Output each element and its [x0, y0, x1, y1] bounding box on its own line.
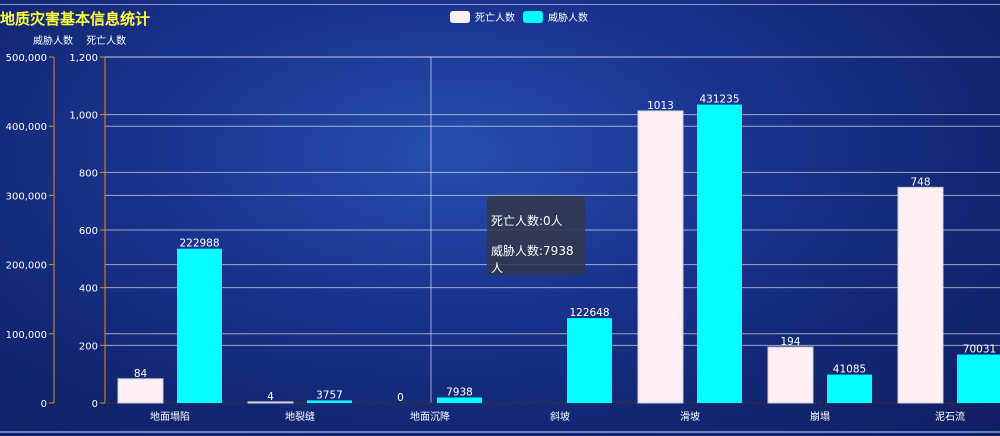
- y-tick-label-inner: 1,200: [69, 53, 98, 64]
- data-label: 3757: [316, 389, 343, 401]
- data-label: 748: [910, 176, 930, 188]
- tooltip: 死亡人数:0人 威胁人数:7938人: [487, 196, 585, 275]
- chart-title: 地质灾害基本信息统计: [0, 10, 151, 28]
- data-label: 431235: [699, 94, 739, 106]
- bar-threatened: [957, 354, 1000, 403]
- bar-threatened: [697, 104, 742, 403]
- y-tick-label-inner: 0: [92, 399, 98, 410]
- x-tick-label: 地面塌陷: [150, 410, 190, 423]
- bar-deaths: [247, 401, 294, 404]
- x-tick-label: 斜坡: [550, 410, 570, 423]
- data-label: 194: [780, 336, 800, 348]
- y-tick-label-inner: 1,000: [69, 111, 98, 122]
- bar-threatened: [567, 318, 612, 403]
- data-label: 4: [267, 391, 274, 403]
- y-axis-inner-name: 死亡人数: [86, 36, 127, 47]
- data-label: 41085: [833, 364, 866, 376]
- data-label: 84: [134, 368, 148, 380]
- x-tick-label: 泥石流: [935, 410, 965, 423]
- y-tick-label-inner: 600: [79, 226, 98, 237]
- data-label: 0: [397, 392, 404, 404]
- frame-top-border: [0, 4, 1000, 5]
- data-label: 222988: [179, 238, 219, 250]
- x-tick-label: 滑坡: [680, 410, 700, 423]
- legend-label: 死亡人数: [475, 13, 515, 24]
- y-tick-label-inner: 800: [79, 168, 98, 179]
- bar-deaths: [767, 346, 814, 404]
- legend-item-deaths[interactable]: 死亡人数: [450, 9, 515, 24]
- legend-item-threatened[interactable]: 威胁人数: [523, 9, 588, 24]
- x-tick-label: 崩塌: [810, 410, 830, 423]
- y-tick-label-inner: 200: [79, 341, 98, 352]
- legend: 死亡人数 威胁人数: [450, 9, 588, 24]
- data-label: 1013: [647, 100, 674, 112]
- bar-threatened: [827, 374, 872, 403]
- bar-deaths: [637, 110, 684, 404]
- bar-threatened: [177, 248, 222, 403]
- y-tick-label-outer: 500,000: [6, 53, 47, 64]
- y-axis-names: 威胁人数 死亡人数: [33, 32, 136, 47]
- y-axis-outer-name: 威胁人数: [33, 36, 73, 47]
- tooltip-line-threatened: 威胁人数:7938人: [491, 244, 574, 275]
- y-tick-label-outer: 200,000: [6, 261, 47, 272]
- bar-deaths: [897, 186, 944, 404]
- bar-threatened: [437, 397, 482, 403]
- y-tick-label-inner: 400: [79, 284, 98, 295]
- legend-label: 威胁人数: [548, 13, 588, 24]
- y-tick-label-outer: 300,000: [6, 191, 47, 202]
- y-tick-label-outer: 0: [41, 399, 47, 410]
- frame-bottom-border: [0, 431, 1000, 433]
- y-tick-label-outer: 100,000: [6, 330, 47, 341]
- data-label: 122648: [569, 307, 609, 319]
- x-tick-label: 地面沉降: [410, 410, 450, 423]
- bar-threatened: [307, 400, 352, 403]
- y-tick-label-outer: 400,000: [6, 122, 47, 133]
- legend-swatch-deaths: [450, 10, 470, 23]
- tooltip-line-deaths: 死亡人数:0人: [491, 214, 563, 228]
- data-label: 7938: [446, 387, 473, 399]
- x-tick-label: 地裂缝: [285, 410, 315, 423]
- data-label: 70031: [963, 344, 996, 356]
- legend-swatch-threatened: [523, 10, 543, 23]
- bar-deaths: [117, 378, 164, 404]
